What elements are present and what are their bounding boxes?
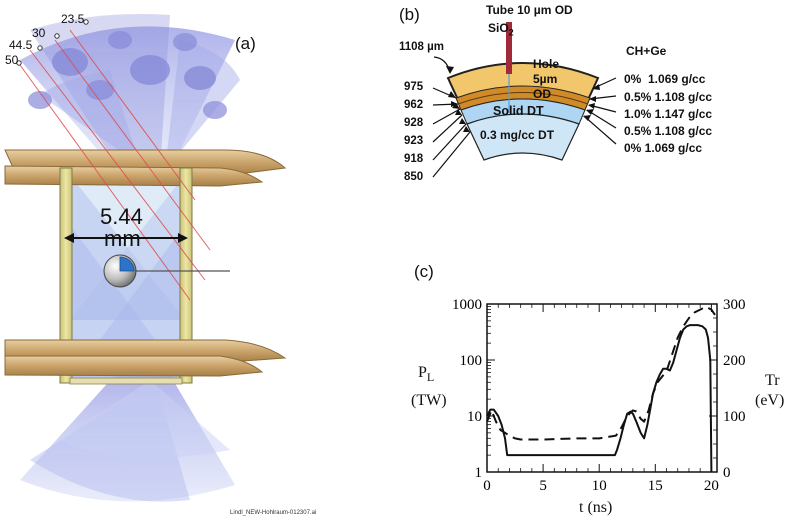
y-right-tick-label: 100 <box>723 409 746 425</box>
panel-c-label: (c) <box>414 262 434 281</box>
radius-928: 928 <box>404 117 424 129</box>
upper-gold-plates <box>4 149 287 187</box>
left-arrows <box>432 56 471 178</box>
dimension-value: 5.44 <box>100 204 143 229</box>
dimension-unit: mm <box>104 226 141 251</box>
series-line-dashed <box>486 305 718 441</box>
hole-size-label: 5µm <box>533 72 558 86</box>
right-arrows <box>583 77 617 145</box>
dopant-4: 0% 1.069 g/cc <box>624 141 703 155</box>
panel-a-label: (a) <box>235 34 256 53</box>
bottom-beam-cone <box>20 375 235 502</box>
x-tick-label: 20 <box>704 478 719 494</box>
figure-caption: Lindl_NEW-Hohlraum-012307.ai <box>230 510 317 516</box>
angle-label-30: 30 <box>32 26 46 40</box>
radius-918: 918 <box>404 153 424 165</box>
y-left-tick-label: 1 <box>475 465 483 481</box>
top-beam-cone <box>20 14 240 171</box>
dopant-3: 0.5% 1.108 g/cc <box>624 124 713 138</box>
tube-material: SiO2 <box>488 21 514 37</box>
y-right-tick-label: 200 <box>723 353 746 369</box>
x-tick-label: 15 <box>648 478 663 494</box>
lower-gold-plates <box>4 339 287 377</box>
gas-dt-label: 0.3 mg/cc DT <box>480 128 555 142</box>
material-label: CH+Ge <box>626 44 667 58</box>
dopant-1: 0.5% 1.108 g/cc <box>624 90 713 104</box>
radius-850: 850 <box>404 171 424 183</box>
x-tick-label: 0 <box>483 478 491 494</box>
hohlraum-illustration <box>4 14 287 502</box>
angle-label-44-5: 44.5 <box>9 38 33 52</box>
x-tick-label: 10 <box>592 478 607 494</box>
outer-radius-label: 1108 µm <box>399 41 444 53</box>
laser-beam-lines <box>19 29 211 301</box>
hohlraum-wall-left <box>59 167 73 384</box>
y-left-label-text: P <box>418 364 427 381</box>
y-right-tick-label: 300 <box>723 297 746 313</box>
angle-label-23-5: 23.5 <box>61 12 85 26</box>
dopant-0: 0% 1.069 g/cc <box>624 72 706 86</box>
y-left-tick-label: 100 <box>460 353 483 369</box>
tube-material-text: SiO <box>488 21 509 35</box>
radius-975: 975 <box>404 81 424 93</box>
y-right-label: Tr <box>765 372 780 389</box>
dopant-2: 1.0% 1.147 g/cc <box>624 107 713 121</box>
angle-label-50: 50 <box>5 53 19 67</box>
y-right-unit: (eV) <box>755 392 785 409</box>
plot-frame <box>486 303 718 473</box>
y-left-tick-label: 1000 <box>452 297 482 313</box>
series-line-solid <box>486 324 713 473</box>
y-right-tick-label: 0 <box>723 465 731 481</box>
tube-label: Tube 10 µm OD <box>486 3 573 17</box>
solid-dt-label: Solid DT <box>493 104 544 118</box>
x-tick-label: 5 <box>539 478 547 494</box>
tube-material-subscript: 2 <box>508 27 514 38</box>
y-left-label: PL <box>418 364 434 385</box>
ablator-layer <box>446 62 600 130</box>
y-left-unit: (TW) <box>411 392 447 409</box>
hole-label: Hole <box>533 57 560 71</box>
radius-962: 962 <box>404 99 424 111</box>
y-left-tick-label: 10 <box>467 409 482 425</box>
angle-markers <box>16 19 89 66</box>
x-axis-label: t (ns) <box>579 499 613 516</box>
y-left-label-subscript: L <box>426 370 435 385</box>
panel-b-label: (b) <box>399 5 420 24</box>
od-label: OD <box>533 87 551 101</box>
radius-923: 923 <box>404 135 424 147</box>
